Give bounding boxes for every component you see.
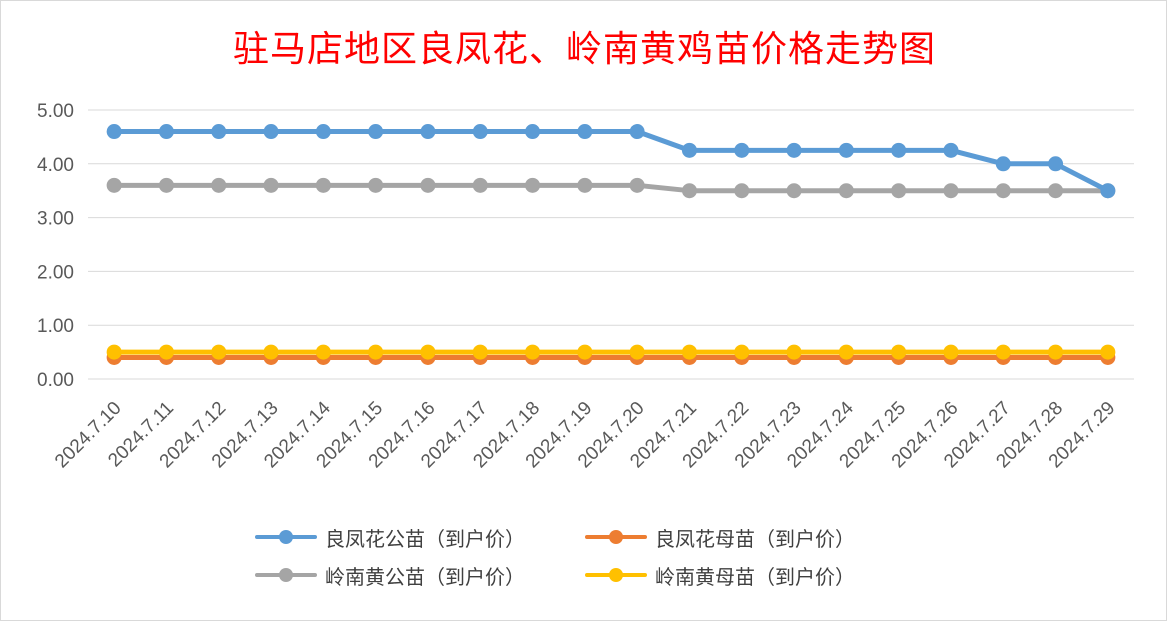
y-tick-label: 3.00 xyxy=(37,209,74,230)
data-point xyxy=(943,344,959,360)
legend-item: 岭南黄公苗（到户价） xyxy=(255,558,525,592)
data-point xyxy=(420,344,436,360)
data-point xyxy=(629,177,645,193)
y-tick-label: 1.00 xyxy=(37,316,74,337)
legend-swatch xyxy=(585,527,647,547)
legend-label: 岭南黄公苗（到户价） xyxy=(325,564,525,589)
data-point xyxy=(106,177,122,193)
y-tick-label: 2.00 xyxy=(37,262,74,283)
data-point xyxy=(943,142,959,158)
data-point xyxy=(368,124,384,140)
data-point xyxy=(681,344,697,360)
legend-item: 良凤花公苗（到户价） xyxy=(255,520,525,554)
legend-swatch xyxy=(255,565,317,585)
data-point xyxy=(838,142,854,158)
data-point xyxy=(891,183,907,199)
data-point xyxy=(1048,156,1064,172)
data-point xyxy=(525,344,541,360)
data-point xyxy=(525,124,541,140)
data-point xyxy=(158,124,174,140)
series-line xyxy=(111,182,1111,194)
data-point xyxy=(315,177,331,193)
legend-swatch xyxy=(585,565,647,585)
data-point xyxy=(786,142,802,158)
data-point xyxy=(211,344,227,360)
legend-label: 良凤花公苗（到户价） xyxy=(325,526,525,551)
data-point xyxy=(1100,183,1116,199)
data-point xyxy=(734,183,750,199)
data-point xyxy=(629,124,645,140)
data-point xyxy=(838,183,854,199)
data-point xyxy=(1100,344,1116,360)
data-point xyxy=(368,344,384,360)
data-point xyxy=(786,344,802,360)
data-point xyxy=(420,177,436,193)
data-point xyxy=(263,124,279,140)
data-point xyxy=(263,344,279,360)
data-point xyxy=(315,344,331,360)
data-point xyxy=(211,177,227,193)
data-point xyxy=(734,344,750,360)
data-point xyxy=(472,124,488,140)
data-point xyxy=(734,142,750,158)
data-point xyxy=(211,124,227,140)
legend-item: 岭南黄母苗（到户价） xyxy=(585,558,855,592)
data-point xyxy=(943,183,959,199)
data-point xyxy=(838,344,854,360)
data-point xyxy=(891,344,907,360)
data-point xyxy=(106,344,122,360)
data-point xyxy=(420,124,436,140)
data-point xyxy=(158,177,174,193)
legend-label: 岭南黄母苗（到户价） xyxy=(655,564,855,589)
legend-item: 良凤花母苗（到户价） xyxy=(585,520,855,554)
series-line xyxy=(111,129,1111,194)
data-point xyxy=(106,124,122,140)
data-point xyxy=(263,177,279,193)
data-point xyxy=(472,344,488,360)
data-point xyxy=(681,142,697,158)
y-tick-label: 5.00 xyxy=(37,101,74,122)
data-point xyxy=(315,124,331,140)
data-point xyxy=(472,177,488,193)
data-point xyxy=(577,344,593,360)
legend-label: 良凤花母苗（到户价） xyxy=(655,526,855,551)
data-point xyxy=(995,156,1011,172)
data-point xyxy=(629,344,645,360)
data-point xyxy=(995,344,1011,360)
data-point xyxy=(891,142,907,158)
data-point xyxy=(158,344,174,360)
data-point xyxy=(368,177,384,193)
data-point xyxy=(577,177,593,193)
y-tick-label: 0.00 xyxy=(37,370,74,391)
data-point xyxy=(525,177,541,193)
y-tick-label: 4.00 xyxy=(37,155,74,176)
legend-swatch xyxy=(255,527,317,547)
data-point xyxy=(995,183,1011,199)
data-point xyxy=(681,183,697,199)
data-point xyxy=(1048,183,1064,199)
data-point xyxy=(786,183,802,199)
data-point xyxy=(577,124,593,140)
data-point xyxy=(1048,344,1064,360)
chart-title: 驻马店地区良凤花、岭南黄鸡苗价格走势图 xyxy=(232,29,936,70)
